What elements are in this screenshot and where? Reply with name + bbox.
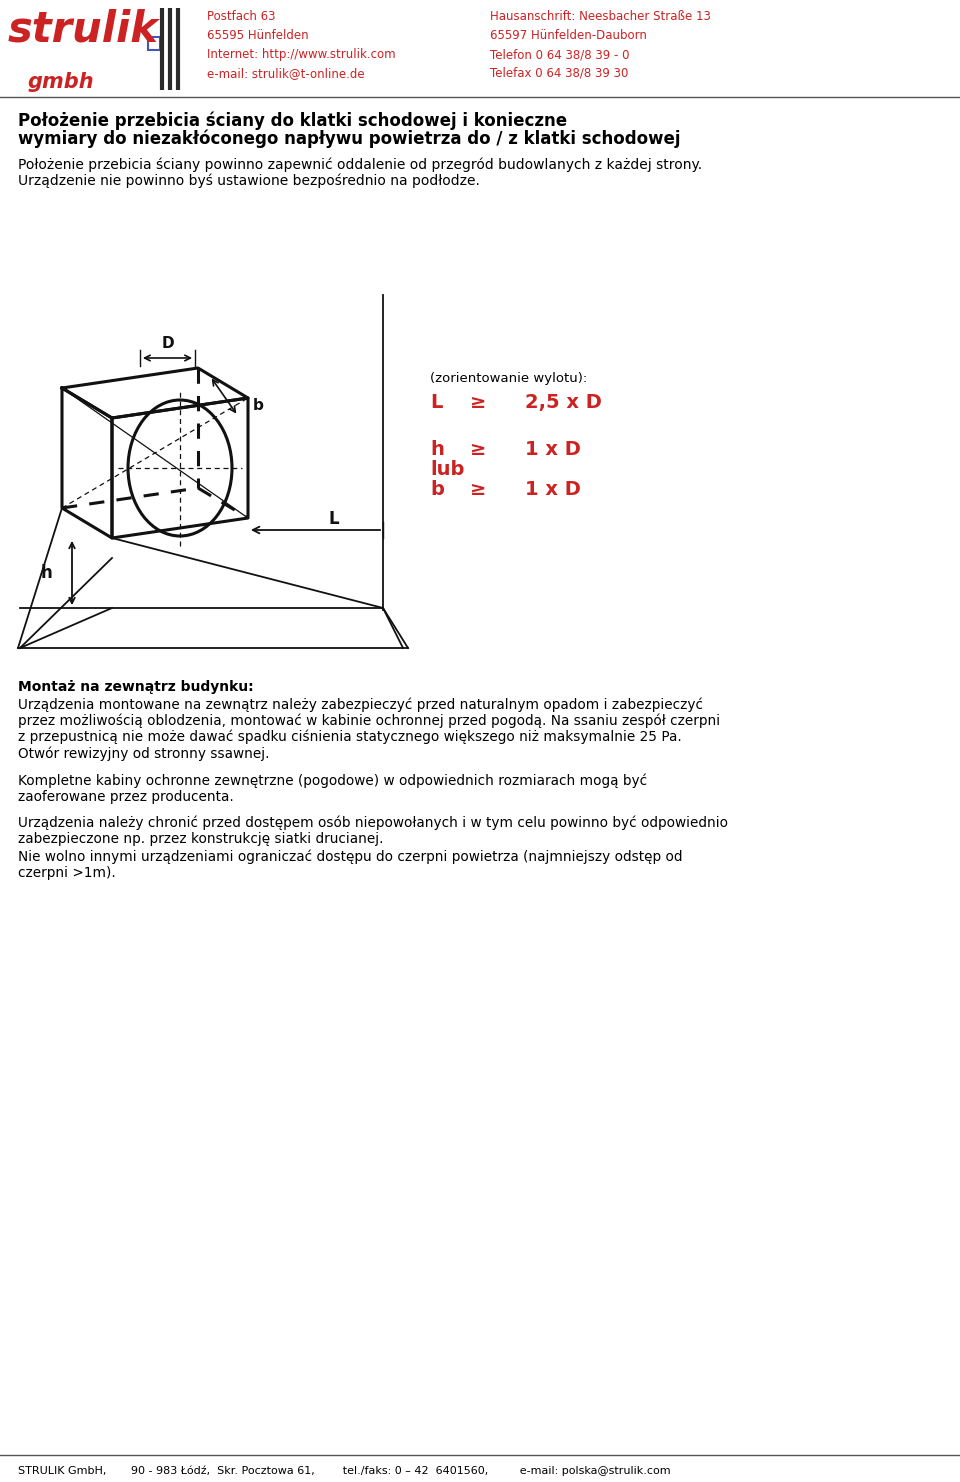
Text: (zorientowanie wylotu):: (zorientowanie wylotu): (430, 372, 588, 385)
Text: Nie wolno innymi urządzeniami ograniczać dostępu do czerpni powietrza (najmniejs: Nie wolno innymi urządzeniami ograniczać… (18, 849, 683, 864)
Text: Położenie przebicia ściany powinno zapewnić oddalenie od przegród budowlanych z : Położenie przebicia ściany powinno zapew… (18, 159, 702, 172)
Text: Kompletne kabiny ochronne zewnętrzne (pogodowe) w odpowiednich rozmiarach mogą b: Kompletne kabiny ochronne zewnętrzne (po… (18, 774, 647, 787)
Text: Telefon 0 64 38/8 39 - 0: Telefon 0 64 38/8 39 - 0 (490, 47, 630, 61)
Text: b: b (253, 399, 264, 413)
Text: Urządzenia montowane na zewnątrz należy zabezpieczyć przed naturalnym opadom i z: Urządzenia montowane na zewnątrz należy … (18, 697, 703, 711)
Text: przez możliwością oblodzenia, montować w kabinie ochronnej przed pogodą. Na ssan: przez możliwością oblodzenia, montować w… (18, 713, 720, 728)
Text: b: b (430, 480, 444, 499)
Text: h: h (41, 565, 53, 582)
Text: D: D (161, 336, 174, 351)
Text: wymiary do niezakłóconego napływu powietrza do / z klatki schodowej: wymiary do niezakłóconego napływu powiet… (18, 130, 681, 148)
Text: czerpni >1m).: czerpni >1m). (18, 865, 116, 879)
Text: h: h (430, 440, 444, 459)
Text: 2,5 x D: 2,5 x D (525, 393, 602, 412)
Text: lub: lub (430, 459, 465, 479)
Text: e-mail: strulik@t-online.de: e-mail: strulik@t-online.de (207, 67, 365, 80)
Text: Telefax 0 64 38/8 39 30: Telefax 0 64 38/8 39 30 (490, 67, 629, 80)
Bar (148, 37, 160, 50)
Text: Internet: http://www.strulik.com: Internet: http://www.strulik.com (207, 47, 396, 61)
Text: Urządzenia należy chronić przed dostępem osób niepowołanych i w tym celu powinno: Urządzenia należy chronić przed dostępem… (18, 817, 728, 830)
Text: Położenie przebicia ściany do klatki schodowej i konieczne: Położenie przebicia ściany do klatki sch… (18, 113, 567, 130)
Text: z przepustnicą nie może dawać spadku ciśnienia statycznego większego niż maksyma: z przepustnicą nie może dawać spadku ciś… (18, 731, 682, 744)
Text: L: L (328, 510, 339, 528)
Text: strulik: strulik (8, 7, 158, 50)
Text: STRULIK GmbH,       90 - 983 Łódź,  Skr. Pocztowa 61,        tel./faks: 0 – 42  : STRULIK GmbH, 90 - 983 Łódź, Skr. Poczto… (18, 1466, 671, 1476)
Text: Montaż na zewnątrz budynku:: Montaż na zewnątrz budynku: (18, 680, 253, 694)
Text: Hausanschrift: Neesbacher Straße 13: Hausanschrift: Neesbacher Straße 13 (490, 10, 710, 24)
Text: 65595 Hünfelden: 65595 Hünfelden (207, 30, 308, 41)
Text: Urządzenie nie powinno byś ustawione bezpośrednio na podłodze.: Urządzenie nie powinno byś ustawione bez… (18, 173, 480, 188)
Text: zaoferowane przez producenta.: zaoferowane przez producenta. (18, 790, 233, 803)
Text: L: L (430, 393, 443, 412)
Text: ≥: ≥ (470, 393, 487, 412)
Text: 65597 Hünfelden-Dauborn: 65597 Hünfelden-Dauborn (490, 30, 647, 41)
Text: 1 x D: 1 x D (525, 440, 581, 459)
Text: 1 x D: 1 x D (525, 480, 581, 499)
Text: Postfach 63: Postfach 63 (207, 10, 276, 24)
Text: zabezpieczone np. przez konstrukcję siatki drucianej.: zabezpieczone np. przez konstrukcję siat… (18, 833, 383, 846)
Text: ≥: ≥ (470, 480, 487, 499)
Text: ≥: ≥ (470, 440, 487, 459)
Text: gmbh: gmbh (28, 73, 95, 92)
Text: Otwór rewizyjny od stronny ssawnej.: Otwór rewizyjny od stronny ssawnej. (18, 747, 270, 760)
